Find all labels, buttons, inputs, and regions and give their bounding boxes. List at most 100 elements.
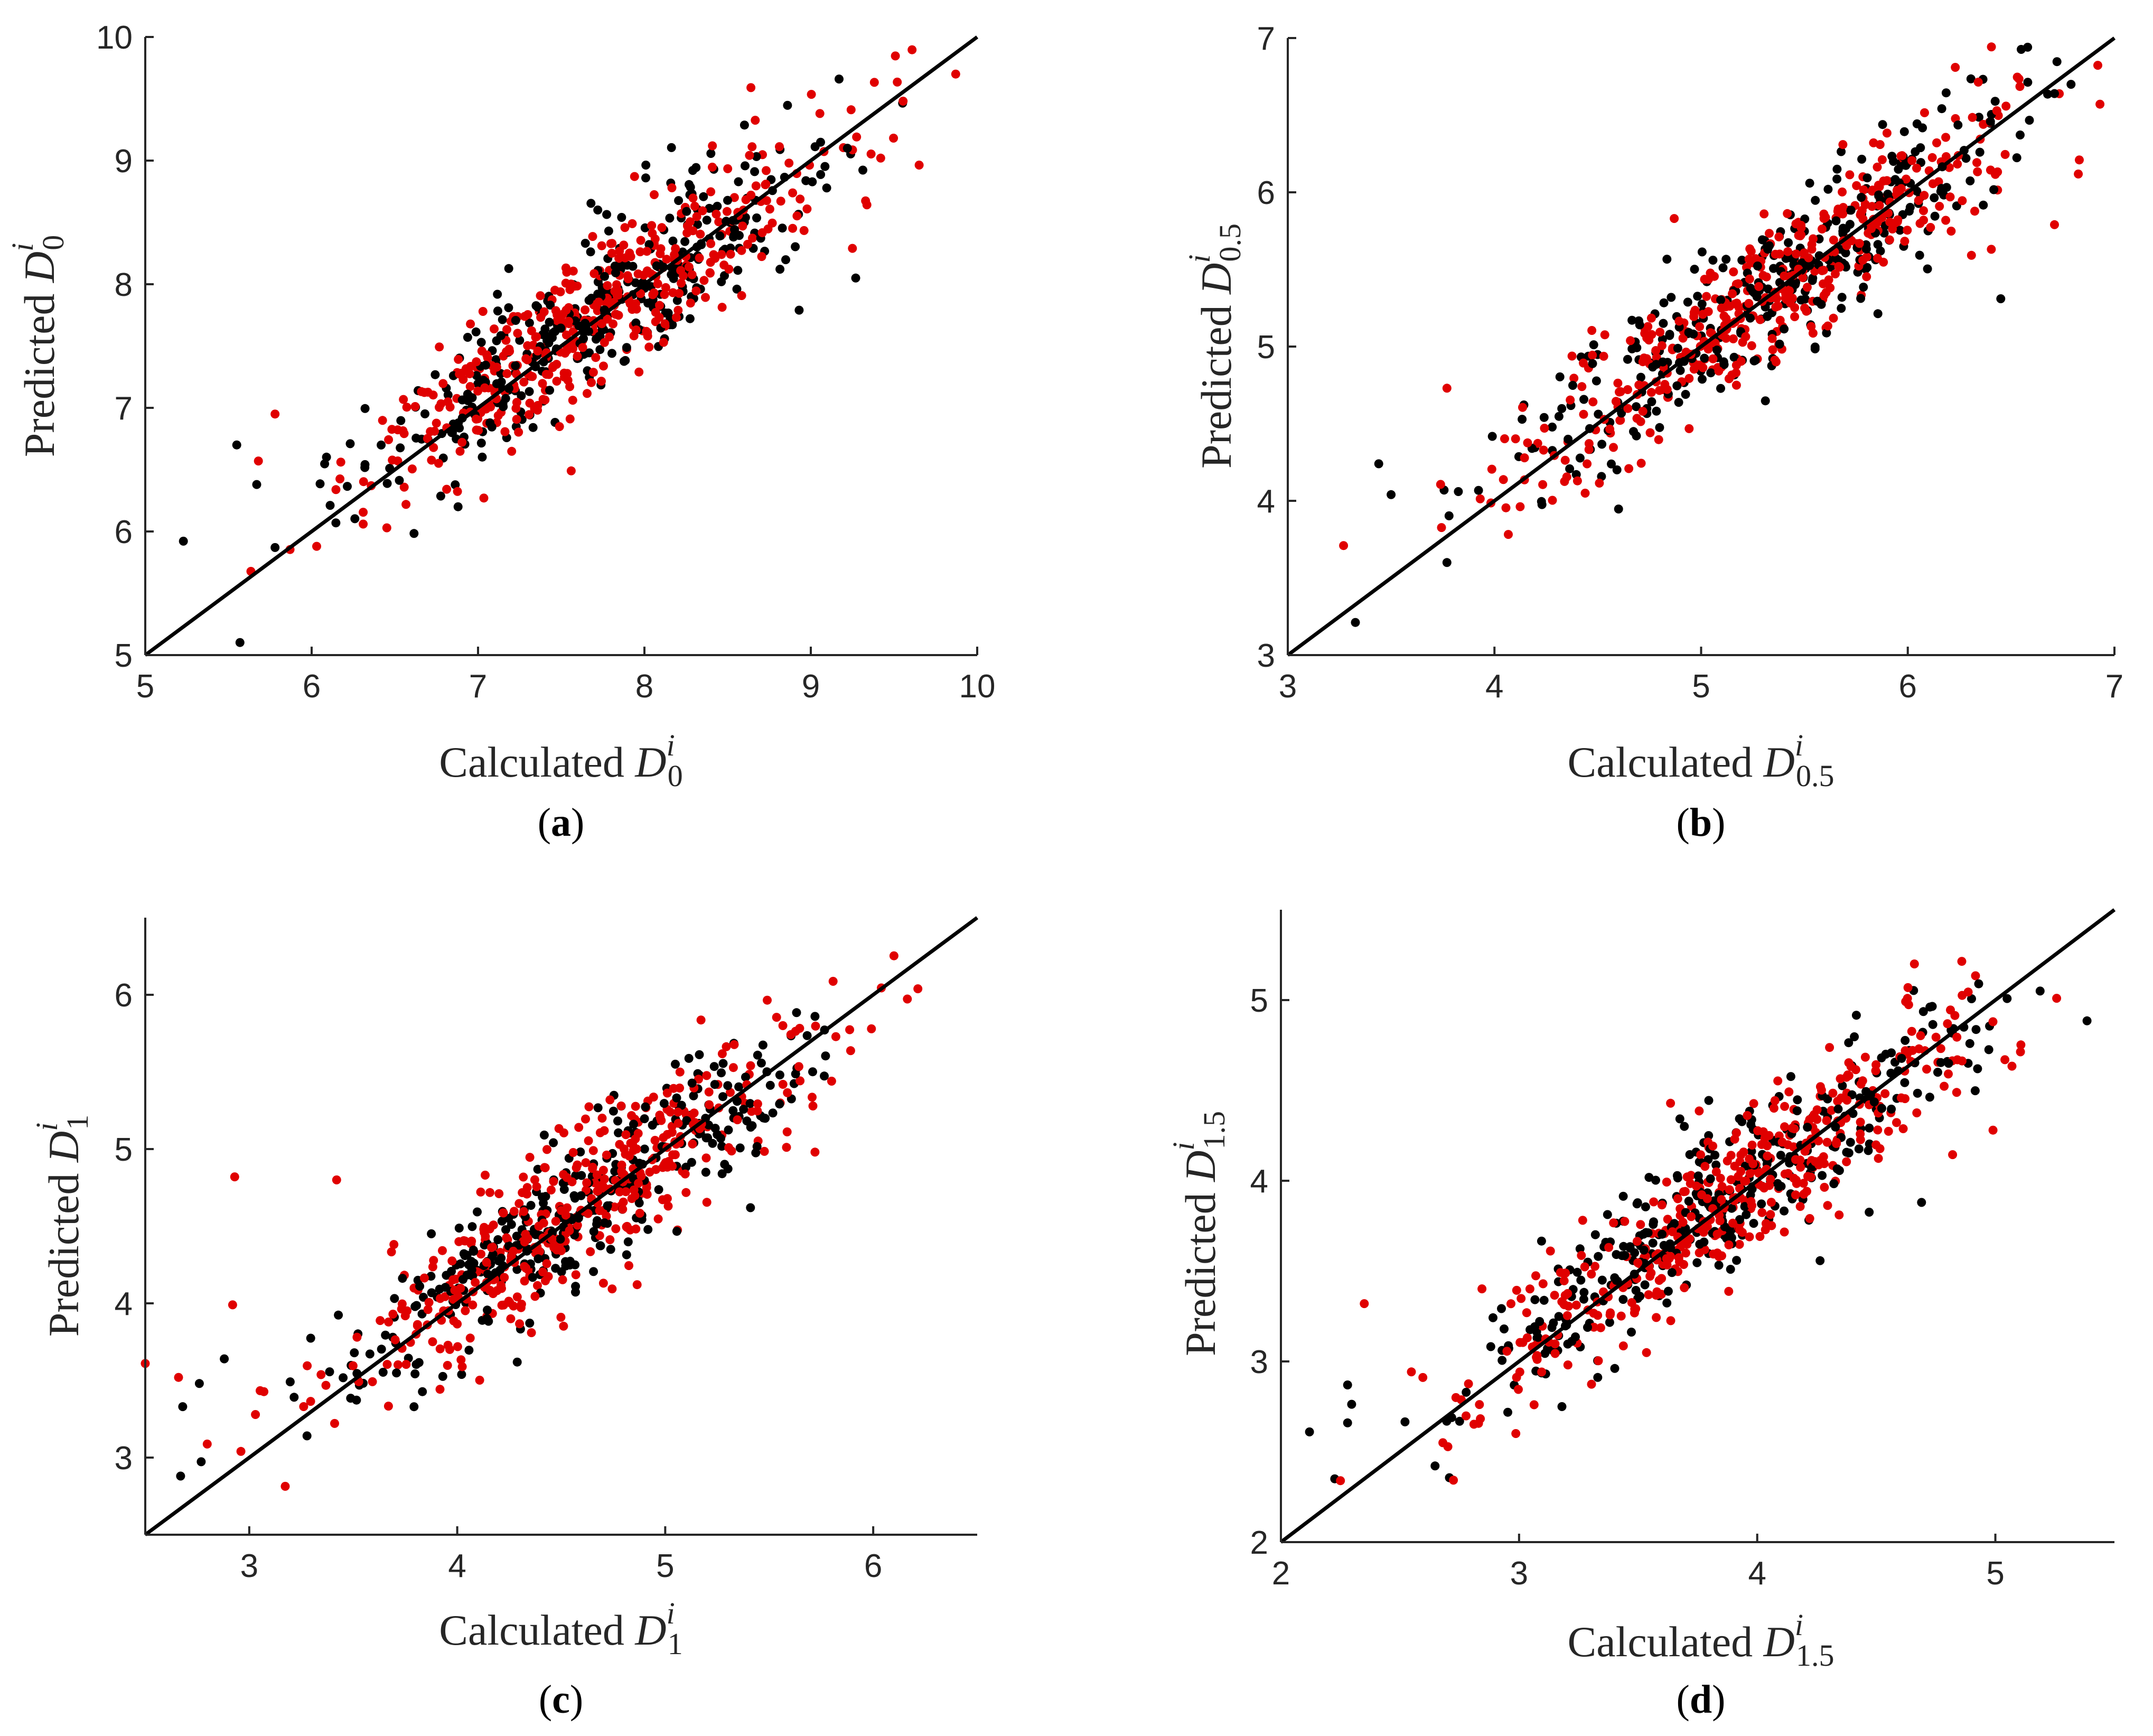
data-point-red	[1578, 1216, 1587, 1225]
data-point-red	[802, 204, 812, 213]
data-point-red	[684, 262, 694, 272]
data-point-black	[1815, 1256, 1825, 1265]
data-point-red	[658, 1195, 667, 1205]
data-point-red	[889, 951, 898, 960]
data-point-black	[684, 1053, 694, 1063]
data-point-black	[427, 1288, 436, 1298]
data-point-red	[1736, 1166, 1746, 1176]
data-point-red	[559, 1321, 568, 1331]
data-point-red	[1747, 1141, 1757, 1150]
data-point-black	[677, 1100, 686, 1110]
data-point-red	[1747, 341, 1756, 350]
data-point-red	[1936, 1044, 1945, 1053]
data-point-black	[1594, 409, 1603, 419]
data-point-black	[1455, 1416, 1464, 1426]
data-point-red	[607, 248, 616, 258]
data-point-red	[448, 1295, 458, 1304]
data-point-red	[435, 1294, 445, 1303]
data-point-black	[1763, 245, 1773, 254]
data-point-red	[671, 244, 680, 254]
data-point-red	[1821, 288, 1831, 297]
data-point-red	[1680, 1187, 1690, 1196]
data-point-black	[1859, 283, 1868, 292]
data-point-red	[461, 1306, 470, 1315]
data-point-red	[1901, 1046, 1910, 1056]
data-point-black	[1979, 200, 1988, 210]
data-point-red	[1749, 1099, 1758, 1108]
data-point-black	[629, 1119, 638, 1129]
data-point-red	[1926, 223, 1935, 232]
data-point-red	[1731, 360, 1741, 370]
x-tick-label: 8	[635, 668, 653, 705]
data-point-red	[541, 370, 551, 379]
data-point-red	[1767, 334, 1777, 343]
data-point-black	[1343, 1380, 1352, 1389]
data-point-black	[607, 349, 616, 358]
data-point-red	[555, 422, 564, 431]
data-point-black	[741, 1072, 750, 1082]
data-point-black	[689, 1091, 698, 1100]
data-point-black	[1753, 262, 1762, 270]
data-point-red	[625, 1225, 635, 1235]
data-point-black	[715, 231, 725, 241]
data-point-black	[1530, 1295, 1540, 1304]
data-point-red	[1696, 1150, 1706, 1160]
data-point-black	[1603, 1210, 1612, 1219]
data-point-red	[1817, 1086, 1826, 1095]
data-point-black	[460, 1251, 470, 1261]
y-tick-label: 6	[115, 514, 133, 550]
data-point-black	[594, 332, 604, 341]
data-point-black	[496, 331, 506, 340]
data-point-red	[1512, 1373, 1521, 1382]
data-point-red	[828, 977, 838, 986]
data-point-black	[851, 273, 860, 283]
data-point-red	[635, 247, 645, 257]
data-point-red	[423, 1305, 433, 1314]
data-point-red	[1754, 282, 1764, 291]
data-point-red	[1759, 209, 1769, 219]
data-point-red	[634, 367, 644, 377]
data-point-red	[2050, 220, 2059, 229]
data-point-black	[581, 239, 590, 248]
y-tick-label: 7	[1257, 21, 1275, 57]
data-point-red	[1952, 1032, 1962, 1042]
data-point-black	[791, 1069, 800, 1079]
data-point-red	[1802, 306, 1811, 316]
data-point-red	[642, 247, 652, 256]
data-point-black	[454, 1224, 464, 1233]
data-point-red	[705, 268, 715, 277]
data-point-black	[498, 399, 508, 408]
data-point-red	[746, 1061, 755, 1070]
data-point-red	[1941, 133, 1951, 142]
data-point-red	[1523, 438, 1532, 447]
data-point-red	[500, 427, 510, 436]
data-point-red	[666, 1107, 675, 1117]
data-point-red	[1852, 181, 1861, 190]
data-point-red	[551, 306, 560, 315]
data-point-black	[492, 379, 501, 388]
data-point-black	[1786, 1072, 1795, 1081]
data-point-black	[1462, 1387, 1471, 1397]
data-point-black	[1887, 1048, 1896, 1058]
panel-a-caption: (a)	[538, 800, 585, 845]
data-point-red	[784, 158, 794, 168]
data-point-red	[613, 286, 623, 296]
data-point-red	[1613, 378, 1623, 388]
data-point-red	[390, 1335, 400, 1345]
data-point-black	[1497, 1304, 1506, 1313]
data-point-red	[566, 279, 576, 289]
data-point-red	[551, 1217, 560, 1226]
data-point-red	[1867, 186, 1877, 196]
data-point-red	[1680, 1283, 1689, 1292]
data-point-red	[1867, 224, 1876, 234]
data-point-black	[600, 1218, 609, 1228]
data-point-black	[732, 284, 742, 294]
data-point-red	[1442, 384, 1452, 393]
y-tick-label: 8	[115, 267, 133, 303]
data-point-red	[680, 1169, 690, 1179]
data-point-red	[480, 383, 490, 393]
data-point-black	[723, 1081, 733, 1090]
data-point-black	[343, 482, 352, 491]
data-point-red	[525, 410, 534, 419]
data-point-red	[795, 1024, 804, 1033]
